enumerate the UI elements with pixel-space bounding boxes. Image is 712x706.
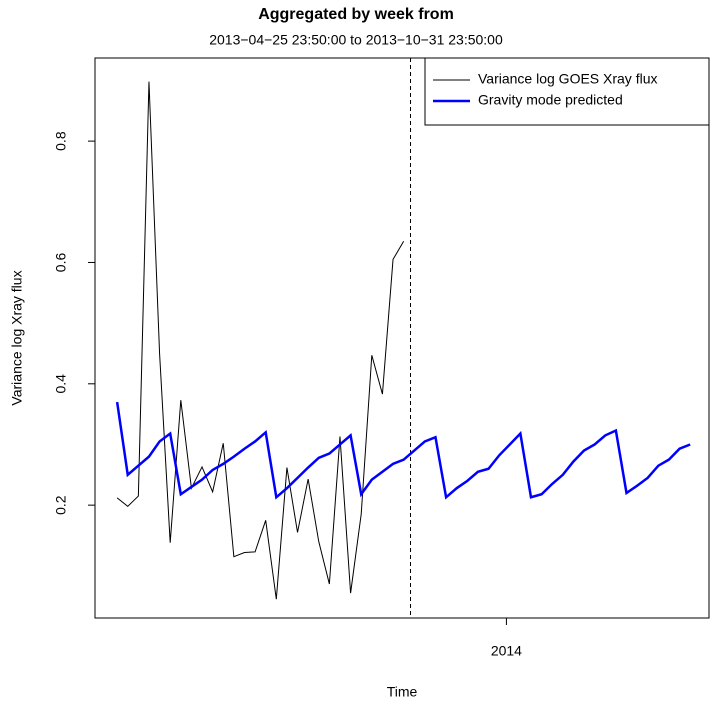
y-tick-label: 0.4 [53, 374, 69, 394]
y-tick-label: 0.8 [53, 131, 69, 151]
chart-subtitle: 2013−04−25 23:50:00 to 2013−10−31 23:50:… [209, 32, 503, 48]
y-tick-label: 0.6 [53, 253, 69, 273]
y-axis-label: Variance log Xray flux [9, 270, 25, 405]
x-axis-label: Time [387, 684, 418, 700]
series-line [115, 401, 691, 500]
x-tick-label: 2014 [491, 643, 522, 659]
y-tick-label: 0.2 [53, 495, 69, 515]
legend-label: Gravity mode predicted [478, 92, 623, 108]
legend-box [424, 57, 710, 126]
series-line [116, 81, 405, 600]
legend-label: Variance log GOES Xray flux [478, 71, 657, 87]
plot-frame [94, 57, 710, 619]
chart-title: Aggregated by week from [258, 6, 454, 23]
